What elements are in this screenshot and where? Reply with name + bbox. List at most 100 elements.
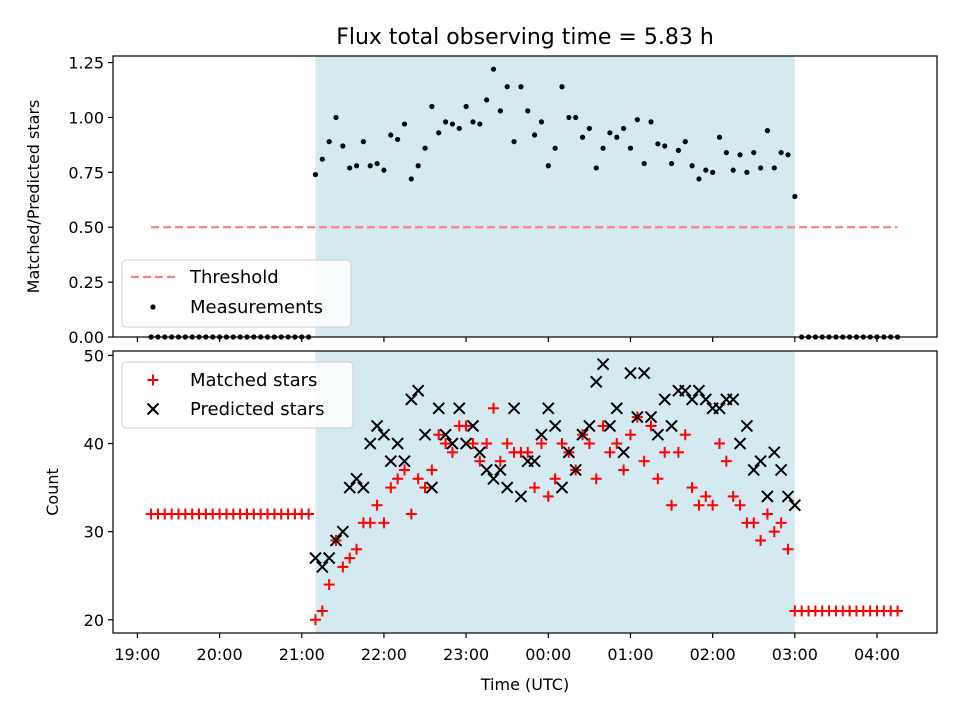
matched-star-point-48 — [474, 455, 486, 467]
measurement-point-60 — [559, 84, 565, 90]
predicted-star-point-50 — [651, 428, 665, 441]
measurement-point-51 — [497, 108, 503, 114]
measurement-point-29 — [347, 165, 353, 171]
predicted-star-point-28-b — [501, 481, 514, 494]
x-tick-label-4: 23:00 — [443, 645, 489, 664]
matched-star-point-39 — [412, 473, 424, 485]
measurement-point-27 — [333, 114, 339, 121]
predicted-star-point-56-b — [692, 384, 706, 397]
predicted-star-point-65 — [754, 454, 767, 468]
predicted-star-point-3 — [329, 534, 343, 547]
measurement-point-50 — [490, 66, 497, 72]
matched-star-point-58 — [542, 490, 554, 502]
measurement-point-70 — [627, 145, 634, 151]
matched-star-point-89 — [755, 534, 767, 546]
predicted-star-point-52-b — [665, 419, 678, 433]
matched-star-point-84 — [720, 455, 732, 467]
matched-star-point-28 — [337, 561, 349, 573]
matched-star-point-74 — [652, 473, 664, 485]
predicted-star-point-69-b — [781, 490, 795, 503]
predicted-star-point-5 — [343, 481, 356, 494]
predicted-star-point-13 — [398, 454, 411, 468]
measurement-point-87 — [744, 169, 750, 175]
predicted-star-point-7-b — [357, 481, 370, 494]
measurement-point-88 — [751, 149, 757, 156]
y-axis-label-1: Count — [43, 468, 62, 516]
matched-star-point-91 — [768, 526, 780, 538]
chart-title: Flux total observing time = 5.83 h — [336, 25, 714, 50]
observing-window-1 — [315, 351, 795, 633]
predicted-star-point-40-b — [583, 419, 596, 433]
measurement-point-37 — [401, 121, 408, 127]
matched-star-point-43 — [440, 438, 452, 450]
y-tick-label-0-0: 0.00 — [68, 328, 104, 347]
measurement-point-43 — [442, 119, 449, 125]
matched-star-point-44 — [446, 446, 458, 458]
predicted-star-point-46 — [624, 366, 637, 380]
predicted-star-point-48 — [637, 366, 651, 380]
matched-star-point-73 — [645, 420, 657, 432]
x-tick-label-0: 19:00 — [114, 645, 160, 664]
predicted-star-point-48-b — [637, 366, 651, 380]
predicted-star-point-44 — [610, 402, 623, 415]
matched-star-point-56 — [529, 482, 541, 494]
measurement-point-89 — [757, 165, 764, 171]
predicted-star-point-66-b — [761, 490, 774, 503]
matched-star-point-57 — [535, 438, 547, 450]
predicted-star-point-56 — [692, 384, 706, 397]
predicted-star-point-19 — [439, 428, 452, 441]
matched-star-point-80 — [693, 499, 705, 511]
matched-star-point-55 — [522, 446, 534, 458]
measurement-point-77 — [675, 147, 682, 153]
predicted-star-point-29 — [507, 402, 521, 415]
measurement-point-49 — [484, 97, 490, 103]
predicted-star-point-64 — [747, 463, 760, 477]
measurement-point-61 — [566, 114, 572, 121]
predicted-star-point-65-b — [754, 454, 767, 468]
predicted-star-point-55-b — [685, 393, 699, 406]
predicted-star-point-63-b — [740, 419, 754, 433]
predicted-star-point-14-b — [405, 393, 418, 406]
predicted-star-point-68 — [774, 463, 788, 477]
predicted-star-point-33-b — [535, 428, 548, 441]
measurement-point-24 — [312, 171, 319, 178]
matched-star-point-59 — [549, 473, 561, 485]
x-tick-label-5: 00:00 — [525, 645, 571, 664]
measurement-point-45 — [456, 125, 462, 132]
measurement-point-68 — [614, 134, 620, 140]
predicted-star-point-8 — [364, 437, 377, 450]
measurement-point-33 — [374, 160, 380, 167]
x-tick-label-6: 01:00 — [607, 645, 653, 664]
predicted-star-point-68-b — [774, 463, 788, 477]
predicted-star-point-67-b — [768, 446, 781, 459]
matched-star-point-29 — [344, 552, 356, 564]
y-tick-label-0-2: 0.50 — [68, 218, 104, 237]
matched-star-point-66 — [597, 420, 609, 432]
measurement-point-84 — [723, 149, 729, 156]
predicted-star-point-32 — [528, 454, 541, 468]
matched-star-point-72 — [638, 455, 650, 467]
predicted-star-point-23-b — [466, 419, 480, 433]
predicted-star-point-59-b — [713, 402, 726, 415]
measurement-point-57 — [538, 119, 545, 125]
matched-star-point-51 — [494, 455, 506, 467]
matched-star-point-76 — [666, 499, 678, 511]
predicted-star-point-55 — [685, 393, 699, 406]
predicted-star-point-62 — [733, 437, 747, 450]
measurement-point-52 — [504, 84, 510, 90]
predicted-star-point-67 — [768, 446, 781, 459]
y-tick-label-0-5: 1.25 — [68, 54, 104, 73]
measurement-point-40 — [422, 145, 428, 151]
predicted-star-point-54 — [679, 384, 692, 397]
predicted-star-point-10 — [377, 428, 391, 441]
predicted-star-point-29-b — [507, 402, 521, 415]
x-axis-label: Time (UTC) — [480, 675, 569, 694]
predicted-star-point-8-b — [364, 437, 377, 450]
predicted-star-point-18 — [432, 402, 445, 415]
predicted-star-point-59 — [713, 402, 726, 415]
predicted-star-point-18-b — [432, 402, 445, 415]
measurement-point-46 — [463, 103, 469, 110]
predicted-star-point-10-b — [377, 428, 391, 441]
predicted-star-point-41 — [590, 375, 603, 389]
predicted-star-point-69 — [781, 490, 795, 503]
